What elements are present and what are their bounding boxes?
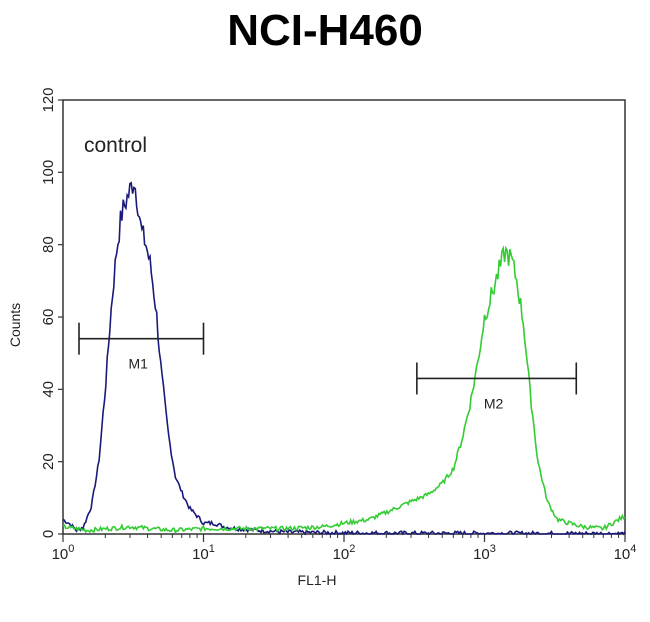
y-tick-label: 80 [40,236,57,253]
x-axis-label: FL1-H [298,572,337,588]
chart-title: NCI-H460 [227,6,423,55]
x-tick-label: 102 [333,543,356,563]
sample-histogram-line [62,245,626,535]
x-tick-label: 101 [192,543,215,563]
control-annotation: control [84,134,147,157]
y-axis: 0 20 40 60 80 100 120 [40,87,63,538]
y-tick-label: 20 [40,453,57,470]
marker-label: M1 [129,356,149,372]
y-tick-label: 100 [40,160,57,185]
plot-frame [62,99,626,535]
x-tick-label: 103 [473,543,496,563]
x-tick-label: 100 [52,543,75,563]
control-histogram-line [62,181,626,536]
marker-label: M2 [484,395,504,411]
y-axis-label: Counts [7,303,23,347]
y-tick-label: 0 [40,530,57,538]
y-tick-label: 120 [40,87,57,112]
x-axis: 100 101 102 103 104 [52,534,637,563]
series-layer [62,181,626,536]
x-tick-label: 104 [614,543,637,563]
y-tick-label: 60 [40,309,57,326]
marker-layer: M1 M2 [78,322,578,411]
y-tick-label: 40 [40,381,57,398]
